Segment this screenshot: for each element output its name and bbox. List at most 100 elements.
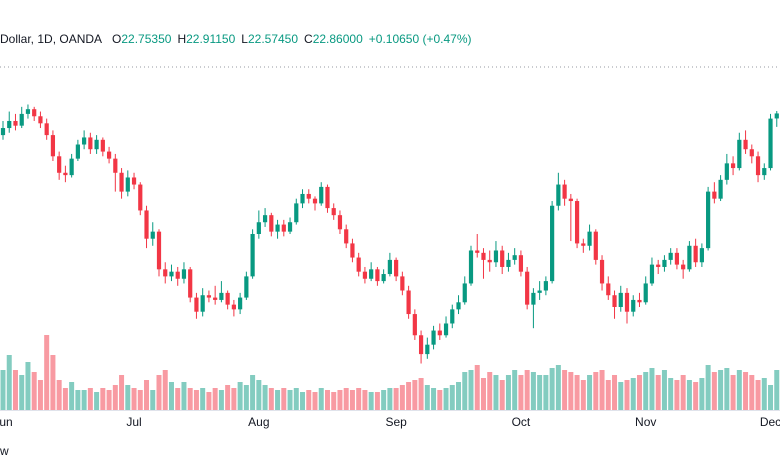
legend: Dollar, 1D, OANDA O22.75350 H22.91150 L22.5… bbox=[0, 32, 472, 46]
candle-body bbox=[287, 222, 293, 232]
volume-bar bbox=[312, 392, 318, 410]
candle-body bbox=[475, 250, 480, 253]
volume-bar bbox=[449, 385, 455, 410]
volume-bar bbox=[19, 375, 25, 410]
candle-body bbox=[200, 295, 205, 312]
volume-bar bbox=[736, 370, 742, 410]
candle-body bbox=[369, 269, 374, 279]
volume-bar bbox=[543, 375, 549, 410]
candle-body bbox=[674, 252, 680, 265]
candle-body bbox=[425, 344, 430, 355]
candle-body bbox=[518, 255, 524, 272]
volume-bar bbox=[724, 368, 730, 410]
volume-bar bbox=[275, 390, 281, 410]
candle-body bbox=[643, 283, 648, 303]
candle-body bbox=[188, 269, 193, 298]
candle-body bbox=[38, 116, 43, 124]
candle-body bbox=[712, 191, 717, 199]
volume-bar bbox=[774, 370, 780, 410]
volume-bar bbox=[256, 380, 262, 410]
candle-body bbox=[774, 113, 779, 119]
volume-bar bbox=[443, 388, 449, 410]
legend-label: L bbox=[241, 32, 248, 46]
volume-bar bbox=[318, 388, 324, 410]
candle-body bbox=[730, 163, 736, 169]
volume-bar bbox=[755, 380, 761, 410]
volume-bar bbox=[649, 368, 655, 410]
volume-bar bbox=[424, 385, 430, 410]
legend-label: C bbox=[304, 32, 313, 46]
candle-body bbox=[550, 205, 555, 282]
volume-bar bbox=[612, 375, 618, 410]
candle-body bbox=[131, 177, 137, 185]
volume-bar bbox=[231, 388, 237, 410]
candle-body bbox=[587, 231, 592, 246]
candle-body bbox=[749, 149, 754, 157]
volume-bar bbox=[87, 388, 93, 410]
volume-bar bbox=[374, 392, 380, 410]
volume-bar bbox=[368, 392, 374, 410]
volume-bar bbox=[468, 370, 474, 410]
volume-bar bbox=[524, 370, 530, 410]
candle-body bbox=[437, 330, 442, 336]
volume-bar bbox=[287, 390, 293, 410]
volume-bar bbox=[505, 375, 511, 410]
volume-bar bbox=[300, 392, 306, 410]
volume-bar bbox=[437, 390, 443, 410]
volume-bar bbox=[281, 388, 287, 410]
volume-bar bbox=[94, 392, 100, 410]
candle-body bbox=[394, 259, 399, 277]
volume-bar bbox=[711, 372, 717, 410]
volume-bar bbox=[406, 382, 412, 410]
candle-body bbox=[593, 231, 598, 260]
candle-body bbox=[331, 208, 336, 216]
legend-label: H bbox=[177, 32, 186, 46]
volume-bar bbox=[412, 380, 418, 410]
volume-bar bbox=[218, 390, 224, 410]
candle-body bbox=[231, 304, 236, 310]
volume-bar bbox=[580, 380, 586, 410]
volume-bar bbox=[25, 362, 31, 410]
volume-bar bbox=[349, 390, 355, 410]
candle-body bbox=[269, 215, 274, 232]
candle-body bbox=[562, 184, 567, 199]
volume-bar bbox=[150, 390, 156, 410]
candle-body bbox=[181, 269, 187, 279]
x-tick-label: Jun bbox=[0, 415, 13, 429]
candle-body bbox=[32, 109, 37, 117]
volume-bar bbox=[337, 390, 343, 410]
volume-bar bbox=[106, 390, 112, 410]
legend-value: 22.91150 bbox=[186, 32, 235, 46]
candle-body bbox=[381, 274, 386, 282]
candle-body bbox=[275, 224, 280, 232]
candle-body bbox=[743, 139, 748, 150]
volume-bar bbox=[680, 375, 686, 410]
candle-body bbox=[138, 184, 143, 211]
volume-bar bbox=[618, 382, 624, 410]
candle-body bbox=[624, 292, 630, 312]
candle-body bbox=[350, 243, 355, 258]
volume-bar bbox=[187, 388, 193, 410]
volume-bar bbox=[630, 378, 636, 410]
candle-body bbox=[0, 128, 6, 136]
candle-body bbox=[481, 252, 486, 260]
volume-bar bbox=[31, 372, 37, 410]
candle-body bbox=[718, 179, 723, 199]
candle-body bbox=[206, 295, 212, 298]
volume-bar bbox=[381, 390, 387, 410]
volume-bar bbox=[37, 380, 43, 410]
volume-bar bbox=[686, 380, 692, 410]
volume-bar bbox=[693, 382, 699, 410]
candle-body bbox=[706, 191, 711, 249]
volume-bar bbox=[456, 382, 462, 410]
candle-body bbox=[693, 245, 698, 263]
candle-body bbox=[57, 156, 62, 173]
candle-body bbox=[656, 264, 661, 267]
volume-bar bbox=[168, 382, 174, 410]
candle-body bbox=[599, 259, 605, 284]
candle-body bbox=[737, 139, 742, 169]
volume-bar bbox=[362, 390, 368, 410]
candle-body bbox=[606, 283, 611, 296]
x-tick-label: Jul bbox=[126, 415, 141, 429]
volume-bar bbox=[262, 385, 268, 410]
